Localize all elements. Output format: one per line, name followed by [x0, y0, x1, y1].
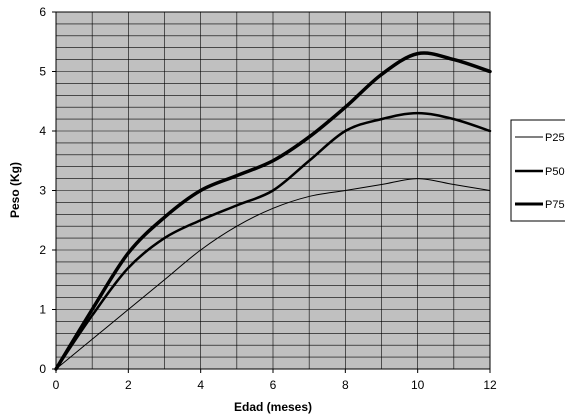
legend-label-p75: P75: [545, 199, 565, 211]
x-tick-label: 4: [197, 378, 204, 392]
y-tick-label: 6: [39, 5, 46, 19]
series-line-p25: [55, 178, 491, 370]
y-tick-label: 4: [39, 124, 46, 138]
y-tick-label: 3: [39, 184, 46, 198]
legend: P25 P50 P75: [510, 119, 565, 222]
y-tick-label: 2: [39, 243, 46, 257]
x-tick-label: 0: [53, 378, 60, 392]
legend-label-p25: P25: [545, 132, 565, 144]
legend-label-p50: P50: [545, 166, 565, 178]
x-tick-label: 12: [483, 378, 497, 392]
x-tick-label: 6: [270, 378, 277, 392]
x-tick-label: 2: [125, 378, 132, 392]
y-tick-label: 1: [39, 303, 46, 317]
y-tick-label: 0: [39, 362, 46, 376]
series-line-p75: [54, 51, 492, 371]
x-tick-label: 10: [411, 378, 425, 392]
series-line-p50: [54, 111, 492, 371]
y-axis-title: Peso (Kg): [8, 162, 22, 218]
series-group: [54, 51, 492, 371]
x-tick-label: 8: [342, 378, 349, 392]
y-tick-label: 5: [39, 65, 46, 79]
x-axis-title: Edad (meses): [234, 400, 312, 414]
